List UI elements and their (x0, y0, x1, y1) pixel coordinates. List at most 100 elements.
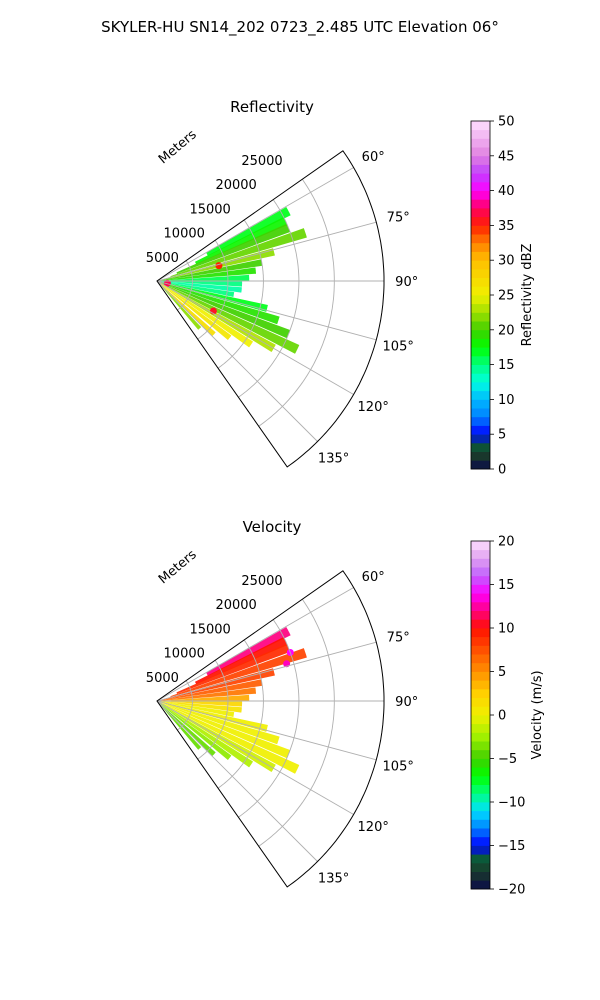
velocity-tick-labels: 5000 10000 15000 20000 25000 60° 75° 90° 105° 120… (146, 570, 418, 887)
range-ring (217, 639, 264, 789)
colorbar-segment (471, 251, 490, 261)
data-cell (160, 679, 263, 701)
azimuth-tick-label: 105° (383, 340, 414, 355)
azimuth-tick-label: 105° (383, 760, 414, 775)
reflectivity-colorbar: 0 5 10 15 20 25 30 35 40 45 50 (470, 115, 515, 478)
azimuth-tick-label: 75° (387, 630, 410, 645)
range-tick-label: 15000 (189, 202, 230, 217)
colorbar-segment (471, 680, 490, 690)
azimuth-gridline (156, 280, 318, 442)
colorbar-segment (471, 364, 490, 374)
colorbar-segment (471, 181, 490, 191)
data-cell (160, 259, 263, 281)
sector-frame (156, 150, 385, 468)
colorbar-segment (471, 347, 490, 357)
data-cell (176, 643, 291, 694)
data-cell (159, 283, 202, 330)
range-ring (177, 680, 193, 731)
range-ring (197, 240, 229, 340)
colorbar-segment (471, 382, 490, 392)
colorbar-segment (471, 408, 490, 418)
data-cell (170, 228, 307, 277)
range-tick-label: 5000 (146, 251, 179, 266)
panel-title: Reflectivity (230, 98, 314, 116)
colorbar-tick-label: 25 (498, 289, 515, 304)
data-cell (206, 627, 291, 676)
data-cell (159, 702, 253, 768)
data-cell (160, 281, 242, 293)
colorbar-segment (471, 558, 490, 568)
colorbar-segment (471, 575, 490, 585)
colorbar-segment (471, 723, 490, 733)
colorbar-tick-label: −15 (498, 839, 525, 854)
colorbar-segment (471, 164, 490, 174)
colorbar-segment (471, 434, 490, 444)
colorbar-tick-label: 35 (498, 219, 515, 234)
colorbar-segment (471, 442, 490, 452)
colorbar-segment (471, 416, 490, 426)
range-tick-label: 5000 (146, 671, 179, 686)
data-cell (160, 274, 250, 281)
colorbar-segment (471, 688, 490, 698)
colorbar-tick-label: 10 (498, 622, 515, 637)
colorbar-segment (471, 836, 490, 846)
colorbar-tick-label: 20 (498, 535, 515, 550)
data-cell (160, 702, 291, 759)
colorbar-tick-label: 5 (498, 665, 506, 680)
colorbar-segment (471, 147, 490, 157)
range-axis-label: Meters (156, 127, 200, 167)
colorbar-segment (471, 399, 490, 409)
azimuth-tick-label: 90° (395, 695, 418, 710)
data-cell (160, 701, 242, 713)
colorbar-segment (471, 173, 490, 183)
azimuth-tick-label: 120° (358, 820, 389, 835)
colorbar-tick-label: 15 (498, 578, 515, 593)
colorbar-segment (471, 601, 490, 611)
colorbar-segment (471, 584, 490, 594)
colorbar-segment (471, 741, 490, 751)
colorbar-segment (471, 802, 490, 812)
colorbar-segment (471, 862, 490, 872)
data-cell (159, 703, 232, 760)
colorbar-segment (471, 706, 490, 716)
colorbar-tick-label: 50 (498, 115, 515, 130)
velocity-panel: Velocity 5000 10000 15000 20000 25000 60° 75° 9… (146, 518, 545, 898)
colorbar-segment (471, 749, 490, 759)
colorbar-segment (471, 286, 490, 296)
panel-title: Velocity (243, 518, 302, 536)
colorbar-segment (471, 460, 490, 470)
data-cell (159, 283, 216, 336)
colorbar-label: Velocity (m/s) (530, 670, 545, 759)
data-cell (170, 648, 307, 697)
colorbar-segment (471, 295, 490, 305)
colorbar-segment (471, 758, 490, 768)
data-cell (160, 701, 235, 717)
azimuth-gridline (156, 700, 318, 862)
azimuth-gridline (156, 167, 354, 282)
colorbar-tick-label: 20 (498, 323, 515, 338)
azimuth-gridline (156, 587, 354, 702)
colorbar-segment (471, 129, 490, 139)
range-ring (177, 260, 193, 311)
colorbar-segment (471, 312, 490, 322)
colorbar-segment (471, 819, 490, 829)
reflectivity-data-layer (159, 207, 307, 354)
colorbar-segment (471, 303, 490, 313)
colorbar-segment (471, 155, 490, 165)
azimuth-gridline (156, 700, 354, 815)
colorbar-segment (471, 541, 490, 551)
data-hotspot (163, 279, 171, 287)
colorbar-segment (471, 208, 490, 218)
colorbar-segment (471, 268, 490, 278)
colorbar-segment (471, 338, 490, 348)
colorbar-segment (471, 793, 490, 803)
colorbar-tick-label: −20 (498, 883, 525, 898)
colorbar-segment (471, 329, 490, 339)
colorbar-tick-label: 0 (498, 463, 506, 478)
colorbar-segment (471, 732, 490, 742)
colorbar-segment (471, 662, 490, 672)
colorbar-tick-label: 45 (498, 149, 515, 164)
reflectivity-panel: Reflectivity 5000 10000 15000 20000 25000 60°… (146, 98, 535, 478)
colorbar-segment (471, 645, 490, 655)
